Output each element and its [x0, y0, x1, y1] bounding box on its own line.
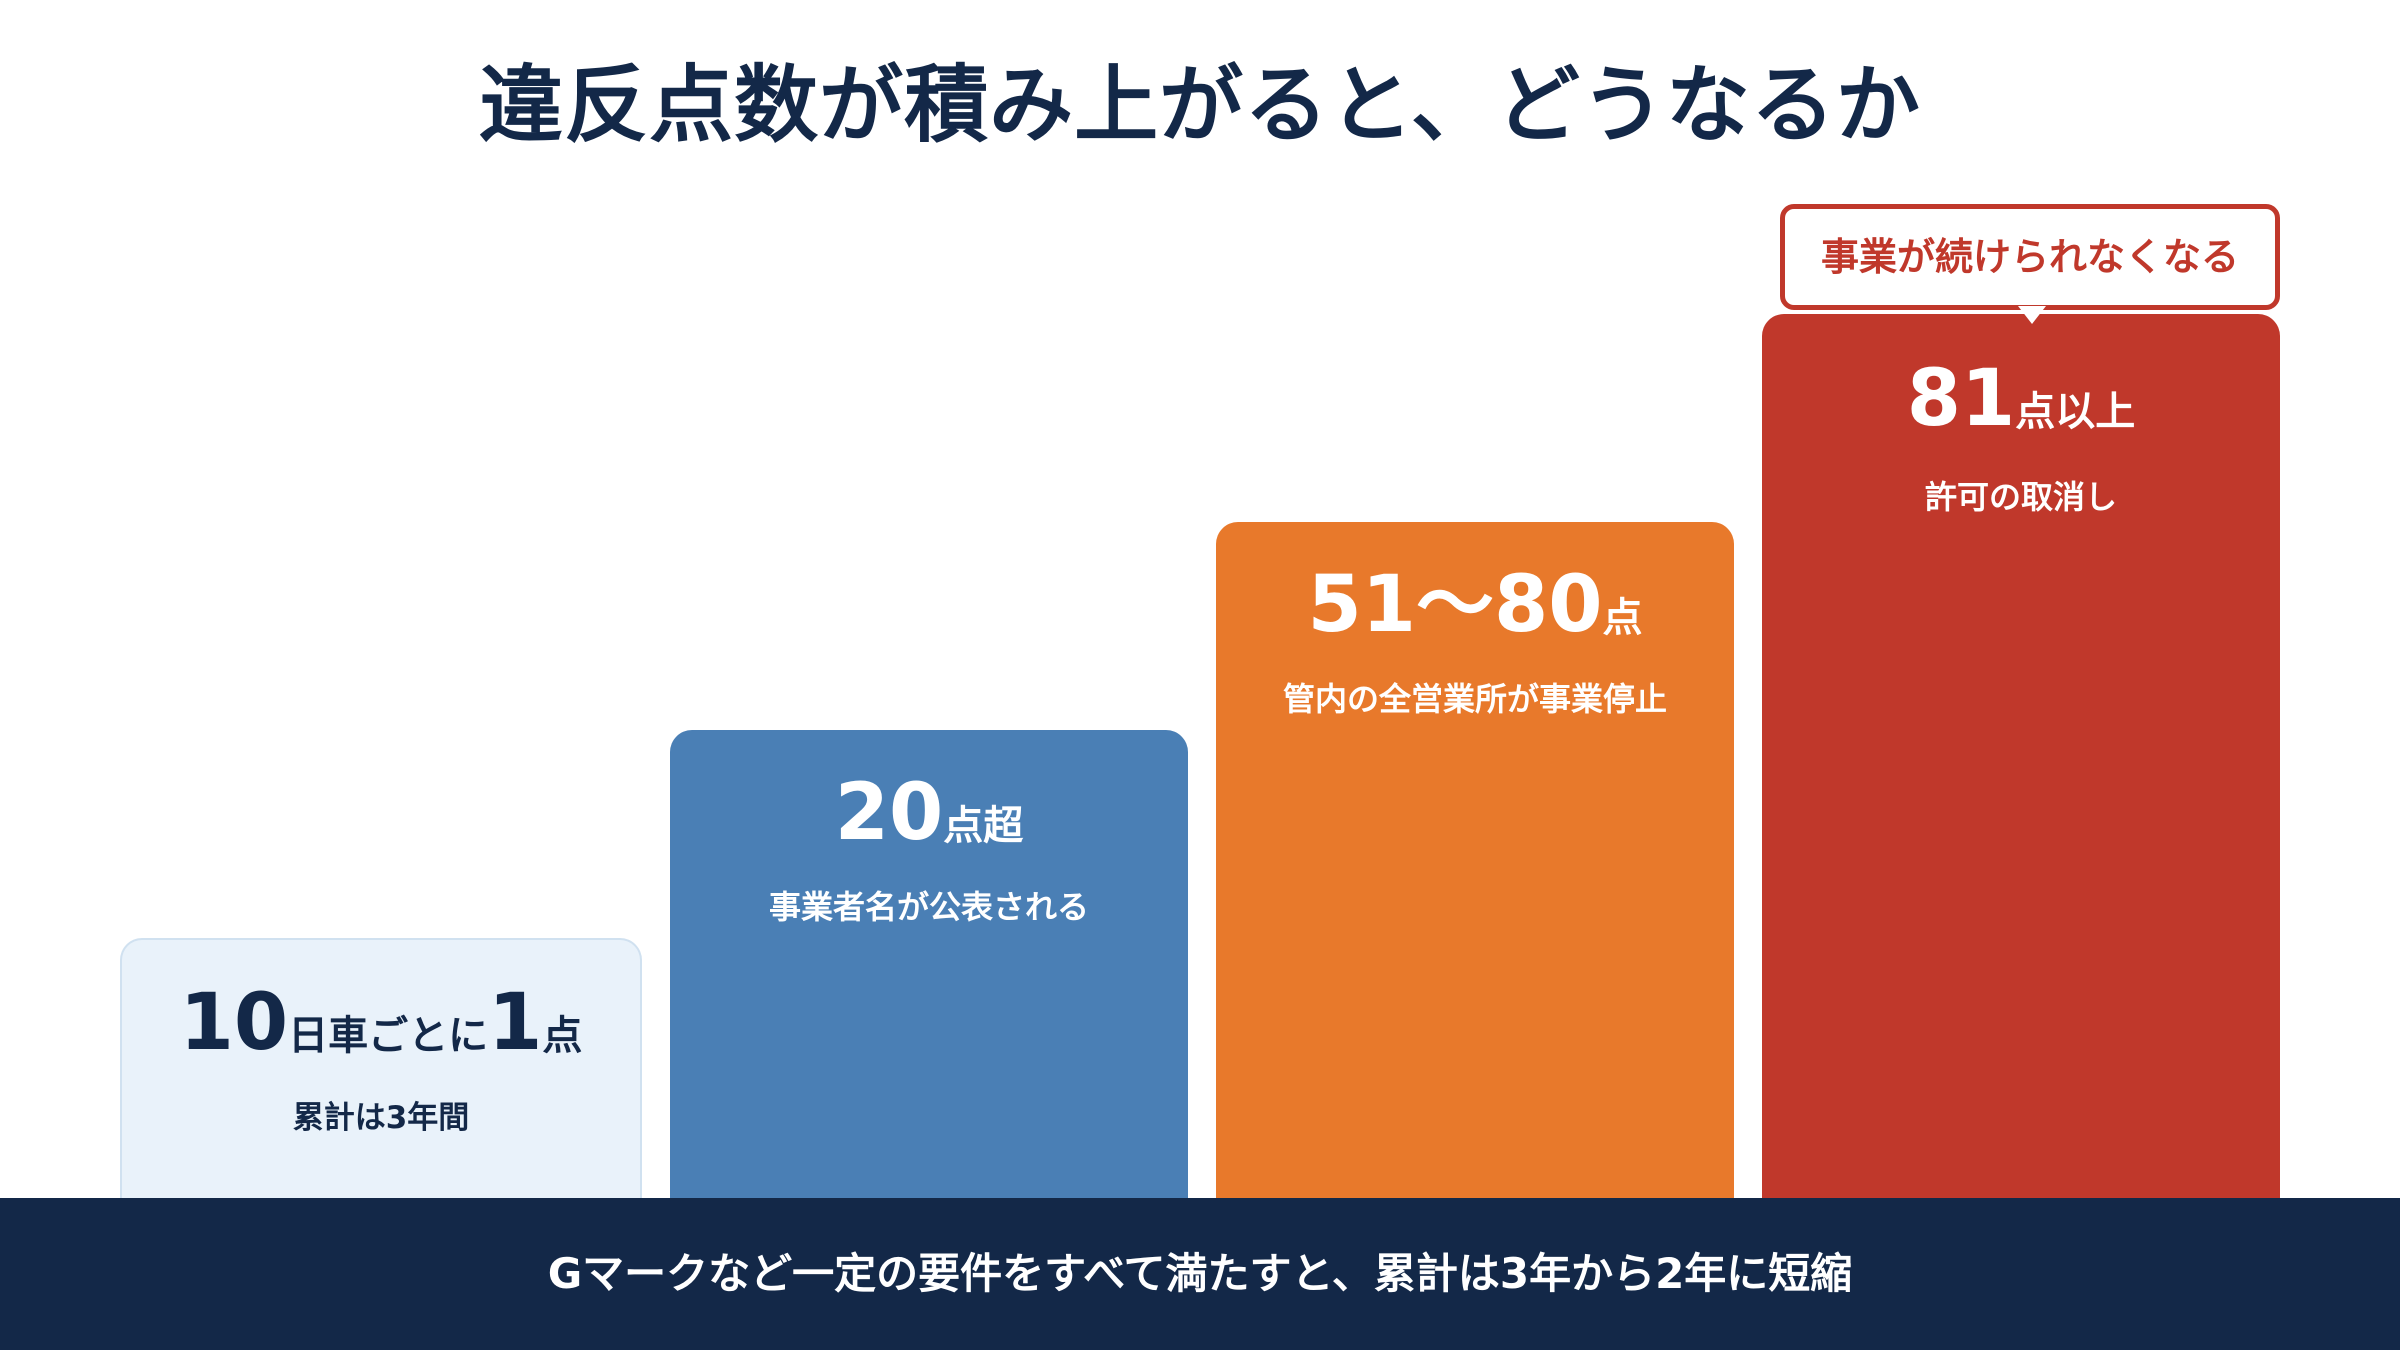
step-value-number: 81: [1906, 354, 2016, 444]
step-value: 20点超: [670, 774, 1188, 852]
page-title: 違反点数が積み上がると、どうなるか: [479, 56, 1921, 154]
step-10-days-1-point: 10日車ごとに1点 累計は3年間: [120, 938, 642, 1210]
step-value-number: 1: [488, 978, 543, 1068]
step-value-number: 51〜80: [1307, 560, 1603, 650]
footer-note: Gマークなど一定の要件をすべて満たすと、累計は3年から2年に短縮: [0, 1198, 2400, 1350]
step-value-unit: 点超: [943, 803, 1024, 849]
step-description: 累計は3年間: [292, 1100, 470, 1136]
step-value-unit: 日車ごとに: [288, 1013, 489, 1059]
step-value-unit: 点以上: [2015, 389, 2136, 435]
step-value: 51〜80点: [1216, 566, 1734, 644]
step-value-unit: 点: [1602, 595, 1643, 641]
step-description: 許可の取消し: [1924, 478, 2117, 516]
callout-tail: [2018, 306, 2046, 324]
callout-label: 事業が続けられなくなる: [1780, 204, 2280, 310]
step-81-points-or-more: 81点以上 許可の取消し: [1762, 314, 2280, 1210]
step-value-number: 20: [834, 768, 944, 858]
step-value: 10日車ごとに1点: [122, 984, 640, 1062]
step-over-20-points: 20点超 事業者名が公表される: [670, 730, 1188, 1210]
step-description: 事業者名が公表される: [768, 888, 1089, 926]
step-value-unit: 点: [542, 1013, 583, 1059]
step-value-number: 10: [179, 978, 289, 1068]
step-51-80-points: 51〜80点 管内の全営業所が事業停止: [1216, 522, 1734, 1210]
step-value: 81点以上: [1762, 360, 2280, 438]
step-description: 管内の全営業所が事業停止: [1282, 680, 1667, 718]
